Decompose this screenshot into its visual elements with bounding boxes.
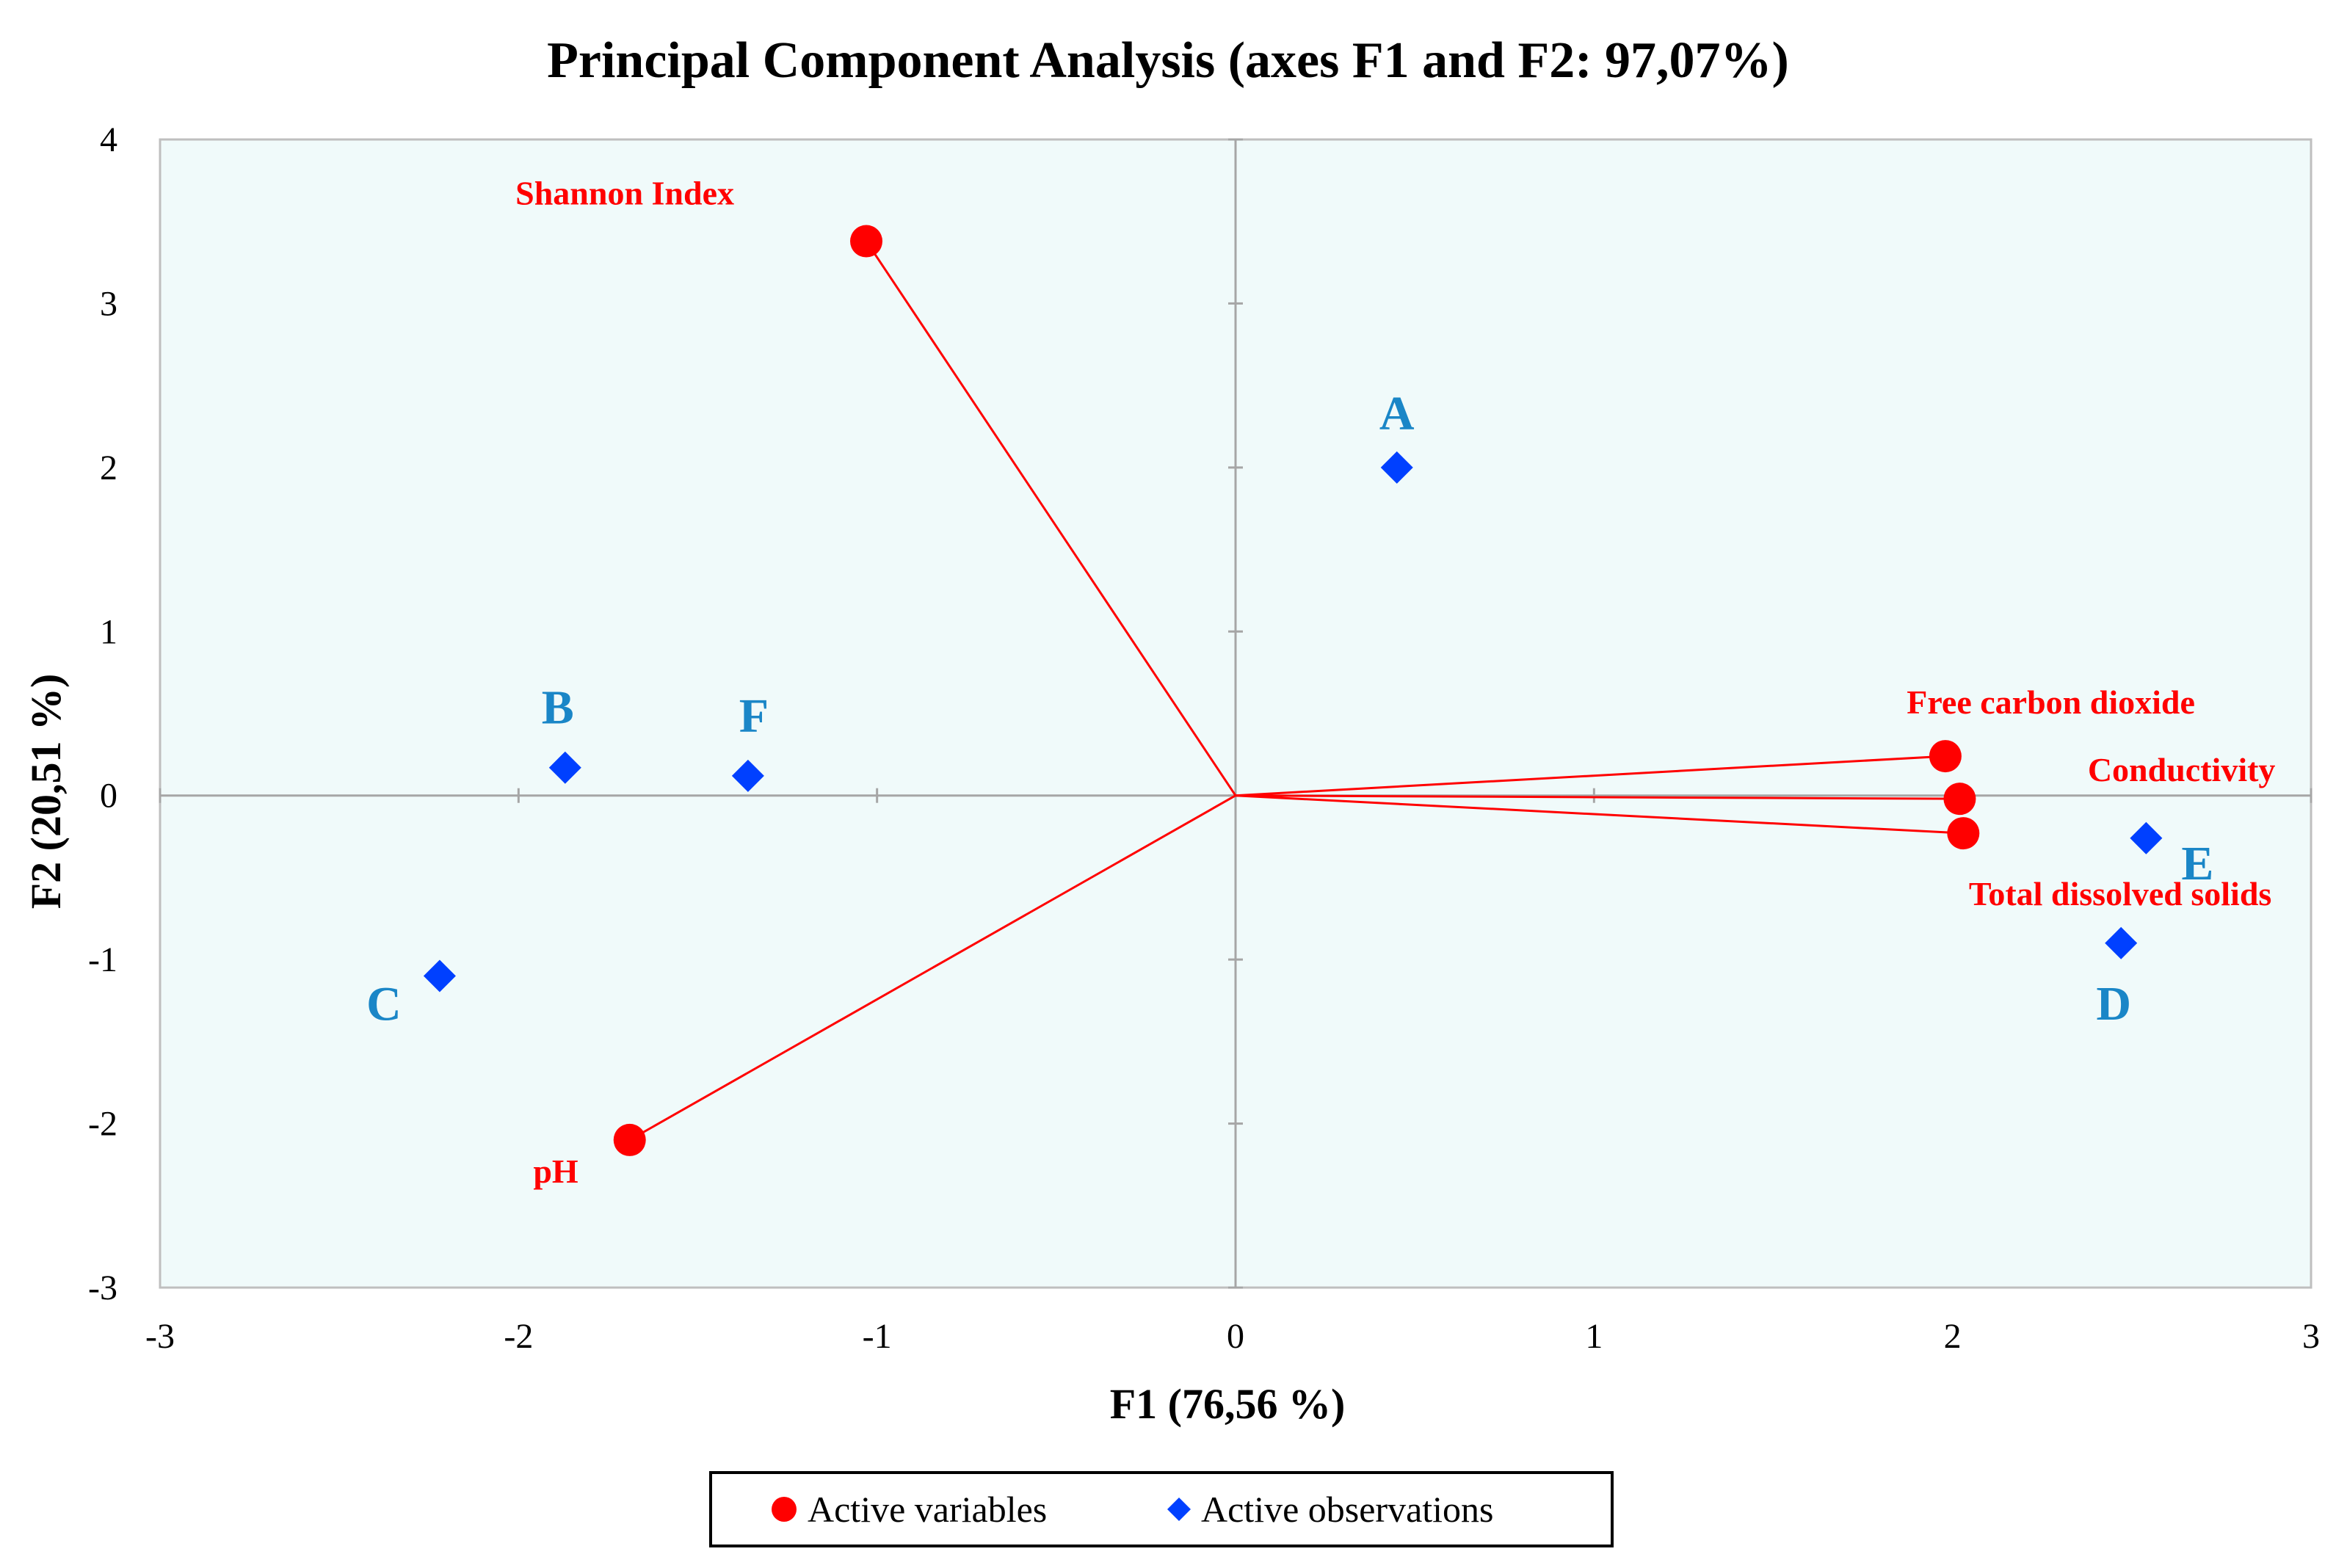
y-tick-label: 2 [100, 449, 117, 487]
y-tick-label: 4 [100, 120, 117, 159]
observation-label: E [2181, 837, 2213, 890]
variable-label: Free carbon dioxide [1907, 683, 2195, 721]
observation-label: D [2096, 977, 2131, 1031]
legend-variables-marker [772, 1497, 797, 1522]
variable-point [1929, 740, 1962, 773]
variable-vector [1235, 794, 1960, 800]
legend-box [709, 1471, 1614, 1547]
observation-point [423, 959, 456, 992]
y-axis-label: F2 (20,51 %) [22, 674, 70, 910]
ticks-layer: -3 -2 -1 0 1 2 3 -3 -2 -1 0 1 2 3 4 [88, 120, 2320, 1356]
vectors-layer [628, 240, 1964, 1141]
observation-point [1380, 451, 1413, 484]
y-tick-label: -3 [88, 1268, 117, 1307]
labels-layer: Shannon Index pH Free carbon dioxide Conduc… [366, 175, 2275, 1190]
chart-title: Principal Component Analysis (axes F1 an… [547, 32, 1789, 89]
x-tick-label: 0 [1227, 1317, 1244, 1356]
variable-vector [865, 240, 1237, 796]
variable-vector [1235, 755, 1945, 797]
y-tick-label: -2 [88, 1105, 117, 1144]
x-tick-label: 1 [1585, 1317, 1603, 1356]
observation-point [2105, 926, 2138, 959]
x-tick-label: -1 [863, 1317, 892, 1356]
variable-point [613, 1123, 646, 1156]
variable-label: Shannon Index [515, 175, 734, 212]
observation-point [548, 751, 581, 784]
y-tick-label: -1 [88, 940, 117, 979]
x-tick-label: 3 [2302, 1317, 2320, 1356]
observation-label: A [1379, 387, 1415, 440]
variable-point [1947, 817, 1980, 850]
variable-label: Conductivity [2088, 751, 2276, 788]
observation-label: F [739, 689, 769, 743]
observation-point [731, 759, 764, 792]
observation-label: B [542, 681, 574, 735]
legend: Active variables Active observations [709, 1471, 1614, 1547]
legend-observations-label: Active observations [1201, 1489, 1494, 1530]
variable-label: pH [533, 1153, 578, 1190]
y-tick-label: 1 [100, 612, 117, 651]
legend-observations-marker [1167, 1498, 1191, 1521]
observation-point [2130, 821, 2163, 854]
x-tick-label: -2 [504, 1317, 533, 1356]
variable-point [1943, 783, 1976, 816]
y-tick-label: 3 [100, 284, 117, 323]
variable-point [850, 225, 883, 258]
variable-vector [1235, 794, 1964, 835]
legend-variables-label: Active variables [808, 1489, 1047, 1530]
x-tick-label: -3 [145, 1317, 175, 1356]
observation-label: C [366, 977, 402, 1031]
y-tick-label: 0 [100, 777, 117, 816]
x-tick-label: 2 [1944, 1317, 1962, 1356]
x-axis-label: F1 (76,56 %) [1110, 1380, 1346, 1428]
points-layer [423, 225, 2163, 1156]
variable-label: Total dissolved solids [1969, 875, 2271, 912]
variable-vector [628, 794, 1236, 1141]
